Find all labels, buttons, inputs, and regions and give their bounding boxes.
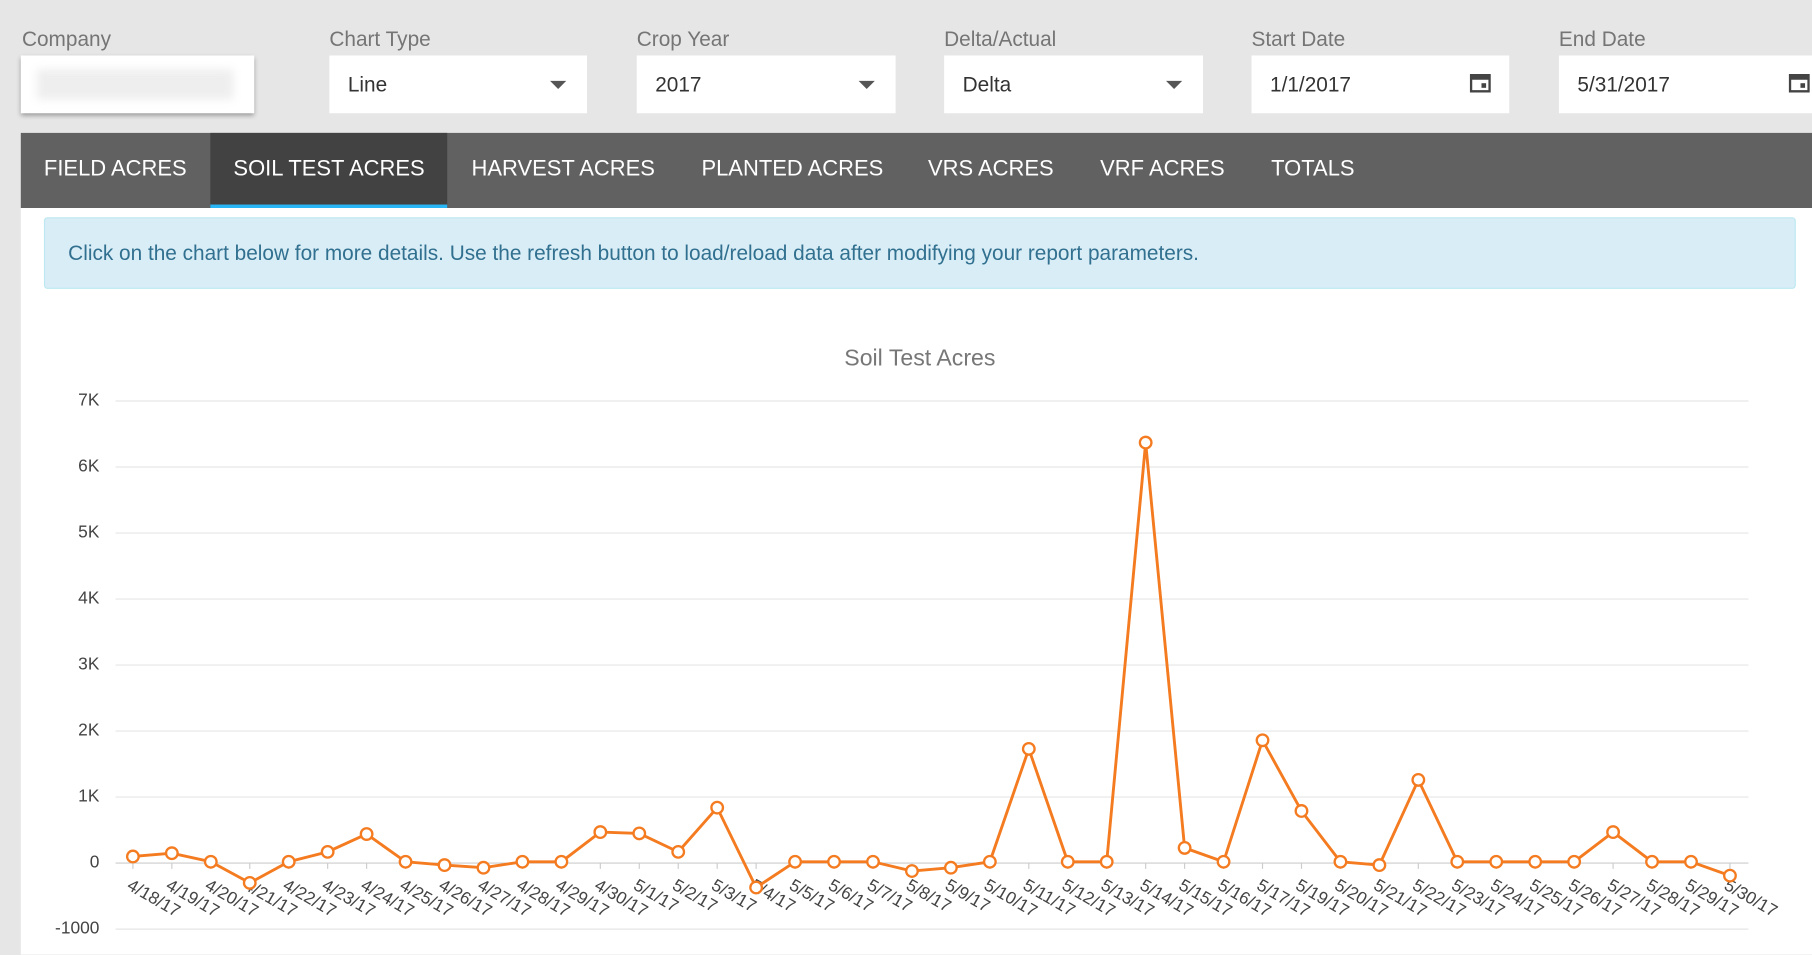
- data-point: [593, 825, 608, 840]
- dropdown-arrow: [1166, 80, 1183, 89]
- tab[interactable]: VRF ACRES: [1100, 157, 1225, 182]
- data-point: [1528, 854, 1543, 869]
- data-point: [632, 826, 647, 841]
- data-point: [359, 827, 374, 841]
- y-tick-label: 1K: [78, 786, 100, 806]
- filter-label: Chart Type: [329, 27, 431, 51]
- data-point: [1099, 854, 1114, 869]
- company-select[interactable]: [20, 55, 255, 114]
- data-point: [1684, 854, 1698, 869]
- data-point: [866, 854, 880, 869]
- chart-title: Soil Test Acres: [844, 345, 995, 371]
- y-tick-label: 0: [90, 852, 100, 872]
- tab[interactable]: HARVEST ACRES: [471, 157, 655, 182]
- data-point: [671, 844, 686, 859]
- start-date-input[interactable]: 1/1/2017: [1251, 55, 1510, 114]
- tab-bar: FIELD ACRES SOIL TEST ACRES HARVEST ACRES P…: [20, 132, 1812, 209]
- data-point: [1606, 825, 1621, 840]
- select-value: Line: [347, 72, 388, 96]
- data-point: [1567, 854, 1582, 869]
- chart[interactable]: Soil Test Acres -100001K2K3K4K5K6K7K4/18…: [21, 208, 1812, 955]
- select-value: 2017: [655, 72, 702, 96]
- dropdown-arrow: [550, 80, 567, 89]
- data-point: [749, 880, 764, 895]
- data-point: [320, 844, 335, 859]
- delta-select[interactable]: Delta: [944, 55, 1203, 114]
- data-point: [281, 854, 296, 869]
- x-tick-label: 5/7/17: [864, 875, 916, 916]
- data-point: [1489, 854, 1504, 869]
- data-point: [827, 854, 841, 869]
- data-point: [1333, 854, 1348, 869]
- data-point: [1450, 854, 1465, 869]
- filter-label: Start Date: [1251, 27, 1346, 51]
- content: Click on the chart below for more detail…: [20, 208, 1812, 955]
- calendar-icon[interactable]: [1788, 73, 1810, 93]
- x-tick-label: 5/5/17: [786, 875, 838, 916]
- data-point: [1177, 840, 1192, 855]
- data-point: [1411, 772, 1426, 787]
- calendar-icon[interactable]: [1469, 73, 1491, 93]
- tab[interactable]: TOTALS: [1271, 157, 1355, 182]
- filter-label: Delta/Actual: [944, 27, 1057, 51]
- tab[interactable]: SOIL TEST ACRES: [210, 132, 448, 209]
- tab[interactable]: PLANTED ACRES: [701, 157, 884, 182]
- x-tick-label: 5/6/17: [825, 875, 877, 916]
- select-value: Delta: [962, 72, 1012, 96]
- data-point: [1138, 435, 1153, 450]
- data-point: [437, 858, 452, 873]
- tab[interactable]: FIELD ACRES: [43, 157, 187, 182]
- data-point: [943, 860, 958, 875]
- data-point: [515, 854, 530, 869]
- tab[interactable]: VRS ACRES: [927, 157, 1054, 182]
- x-tick-label: 5/9/17: [942, 875, 994, 916]
- data-point: [164, 846, 179, 861]
- end-date-input[interactable]: 5/31/2017: [1558, 55, 1812, 114]
- y-tick-label: 3K: [78, 654, 100, 674]
- data-point: [1294, 804, 1309, 818]
- input-value: 1/1/2017: [1270, 72, 1351, 96]
- filter-label: Crop Year: [636, 27, 730, 51]
- filter-label: End Date: [1558, 27, 1646, 51]
- filter-label: Company: [21, 27, 111, 51]
- data-point: [1216, 854, 1231, 869]
- data-point: [1723, 868, 1737, 883]
- data-point: [398, 854, 413, 869]
- y-tick-label: 7K: [78, 390, 100, 410]
- chart-type-select[interactable]: Line: [329, 55, 588, 114]
- blurred-value: [36, 69, 234, 100]
- data-point: [1021, 741, 1036, 756]
- data-point: [788, 854, 803, 869]
- data-point: [1645, 854, 1659, 869]
- dropdown-arrow: [858, 80, 875, 89]
- data-point: [554, 854, 569, 869]
- x-tick-label: 5/8/17: [903, 875, 955, 916]
- data-point: [125, 849, 140, 864]
- y-tick-label: -1000: [55, 918, 99, 938]
- data-point: [1255, 733, 1270, 748]
- data-point: [710, 800, 725, 815]
- input-value: 5/31/2017: [1577, 72, 1670, 96]
- x-tick-label: 5/2/17: [669, 875, 721, 916]
- data-point: [242, 875, 257, 890]
- data-point: [905, 864, 919, 878]
- data-point: [982, 854, 997, 869]
- y-tick-label: 5K: [78, 522, 100, 542]
- info-banner: Click on the chart below for more detail…: [43, 217, 1796, 289]
- y-tick-label: 4K: [78, 588, 100, 608]
- crop-year-select[interactable]: 2017: [636, 55, 896, 114]
- y-tick-label: 6K: [78, 456, 100, 476]
- data-point: [203, 854, 218, 869]
- data-point: [1060, 854, 1075, 869]
- data-point: [476, 860, 491, 875]
- data-point: [1372, 858, 1387, 873]
- y-tick-label: 2K: [78, 720, 100, 740]
